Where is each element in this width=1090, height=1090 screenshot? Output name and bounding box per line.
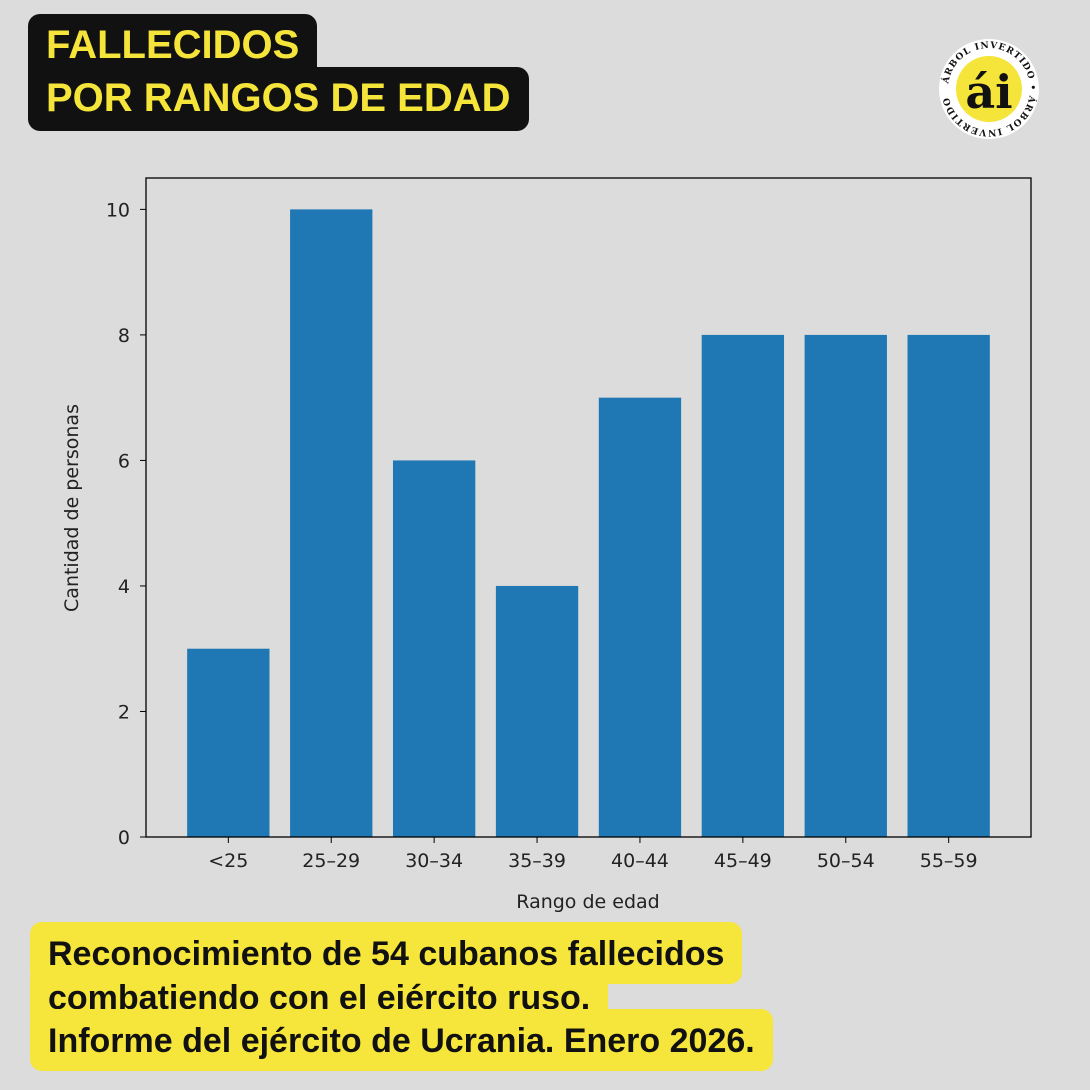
bar-50–54 [804, 334, 887, 837]
y-tick-label: 8 [118, 325, 130, 347]
y-tick-label: 10 [106, 199, 130, 221]
x-tick-label: 40–44 [611, 850, 669, 872]
svg-text:ái: ái [965, 65, 1012, 119]
y-tick-label: 2 [118, 701, 130, 723]
bar-55–59 [907, 334, 990, 837]
x-tick-label: 45–49 [714, 850, 772, 872]
plot-frame [145, 177, 1032, 838]
bar-45–49 [701, 334, 785, 837]
arbol-invertido-logo: ÁRBOL INVERTIDO • ÁRBOL INVERTIDO • ái [928, 38, 1039, 139]
caption-line-3-box: Informe del ejército de Ucrania. Enero 2… [30, 1009, 773, 1071]
title-block: FALLECIDOS POR RANGOS DE EDAD [28, 14, 529, 131]
x-tick-label: 50–54 [817, 850, 875, 872]
x-tick-label: 30–34 [405, 850, 463, 872]
x-tick-label: <25 [208, 850, 248, 872]
y-tick-label: 6 [118, 450, 130, 472]
bar-35–39 [495, 585, 579, 837]
title-line-1: FALLECIDOS [28, 14, 318, 68]
y-tick-label: 0 [118, 827, 130, 849]
bar-<25 [187, 648, 270, 837]
caption-line-3: Informe del ejército de Ucrania. Enero 2… [30, 1009, 773, 1071]
bar-40–44 [598, 397, 682, 837]
bar-25–29 [290, 209, 373, 837]
x-tick-label: 25–29 [302, 850, 360, 872]
x-tick-label: 35–39 [508, 850, 566, 872]
x-axis-label: Rango de edad [516, 891, 659, 913]
x-tick-label: 55–59 [920, 850, 978, 872]
bar-30–34 [392, 460, 476, 837]
title-line-2: POR RANGOS DE EDAD [28, 67, 529, 131]
y-tick-label: 4 [118, 576, 130, 598]
y-axis-label: Cantidad de personas [61, 404, 83, 612]
